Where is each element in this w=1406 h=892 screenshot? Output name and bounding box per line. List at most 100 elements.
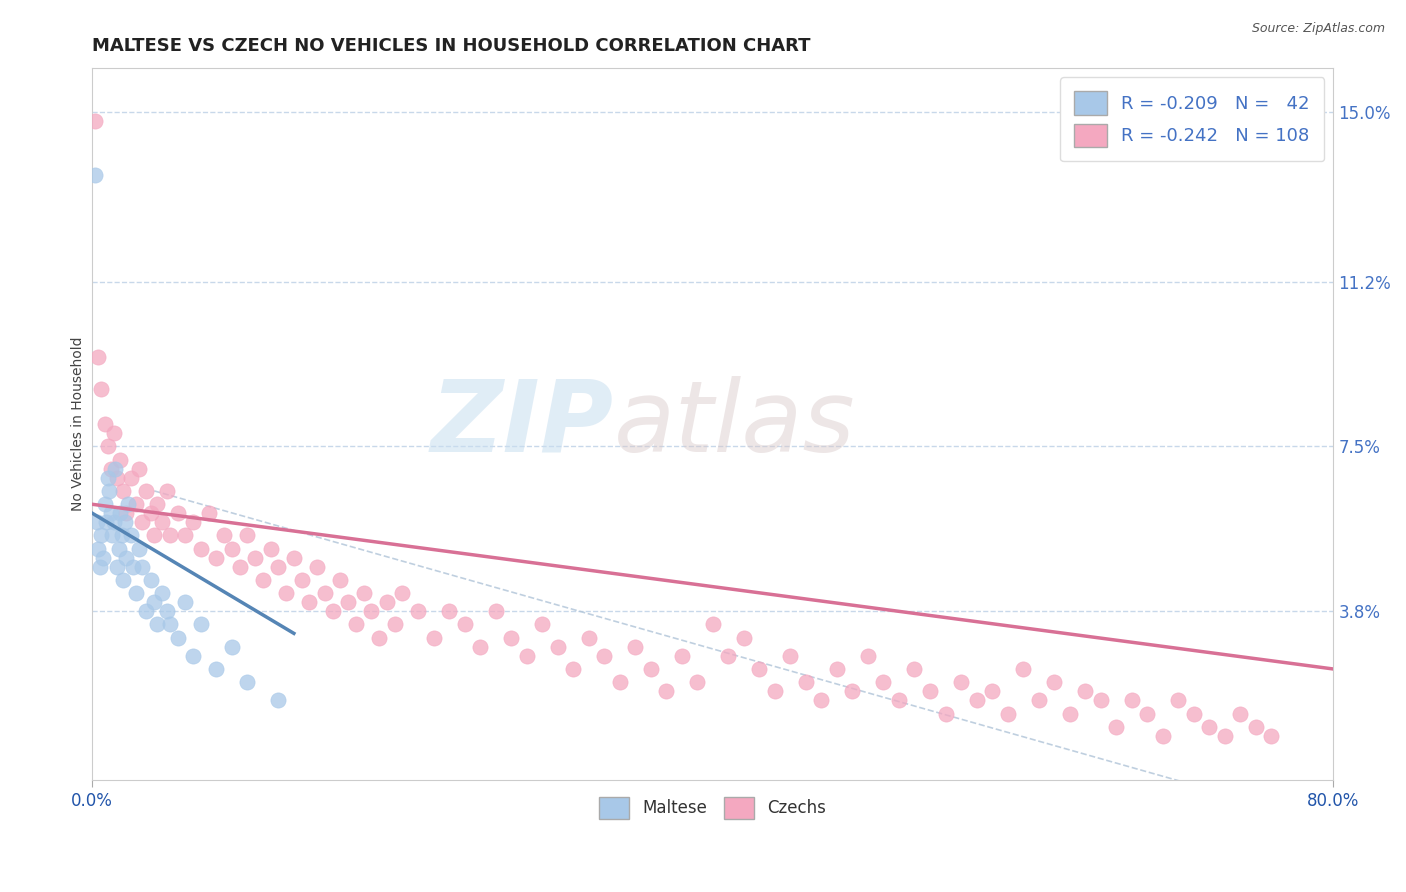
Point: [221, 640, 243, 654]
Point: [236, 675, 259, 690]
Point: [717, 648, 740, 663]
Point: [344, 617, 367, 632]
Point: [181, 515, 204, 529]
Point: [578, 631, 600, 645]
Point: [981, 684, 1004, 698]
Point: [156, 483, 179, 498]
Point: [609, 675, 631, 690]
Point: [872, 675, 894, 690]
Point: [1198, 720, 1220, 734]
Point: [146, 617, 169, 632]
Point: [104, 461, 127, 475]
Point: [97, 439, 120, 453]
Point: [562, 662, 585, 676]
Point: [1012, 662, 1035, 676]
Point: [794, 675, 817, 690]
Point: [91, 550, 114, 565]
Point: [146, 497, 169, 511]
Point: [624, 640, 647, 654]
Point: [121, 559, 143, 574]
Point: [90, 528, 112, 542]
Point: [360, 604, 382, 618]
Point: [966, 693, 988, 707]
Point: [314, 586, 336, 600]
Point: [115, 550, 138, 565]
Point: [887, 693, 910, 707]
Point: [105, 559, 128, 574]
Point: [101, 528, 124, 542]
Point: [384, 617, 406, 632]
Point: [322, 604, 344, 618]
Point: [267, 559, 290, 574]
Point: [228, 559, 250, 574]
Point: [484, 604, 506, 618]
Point: [205, 662, 228, 676]
Point: [103, 515, 125, 529]
Text: Source: ZipAtlas.com: Source: ZipAtlas.com: [1251, 22, 1385, 36]
Point: [655, 684, 678, 698]
Point: [1244, 720, 1267, 734]
Point: [205, 550, 228, 565]
Point: [468, 640, 491, 654]
Point: [276, 586, 298, 600]
Point: [329, 573, 352, 587]
Point: [903, 662, 925, 676]
Point: [841, 684, 863, 698]
Point: [166, 506, 188, 520]
Point: [406, 604, 429, 618]
Point: [856, 648, 879, 663]
Point: [307, 559, 329, 574]
Point: [1028, 693, 1050, 707]
Point: [1090, 693, 1112, 707]
Point: [516, 648, 538, 663]
Point: [143, 595, 166, 609]
Point: [283, 550, 305, 565]
Point: [702, 617, 724, 632]
Point: [368, 631, 391, 645]
Point: [150, 586, 173, 600]
Point: [763, 684, 786, 698]
Point: [243, 550, 266, 565]
Point: [114, 515, 136, 529]
Point: [100, 461, 122, 475]
Point: [1043, 675, 1066, 690]
Point: [1182, 706, 1205, 721]
Point: [190, 541, 212, 556]
Point: [87, 351, 110, 365]
Point: [453, 617, 475, 632]
Point: [1105, 720, 1128, 734]
Point: [135, 483, 157, 498]
Point: [139, 573, 162, 587]
Point: [997, 706, 1019, 721]
Point: [87, 541, 110, 556]
Point: [90, 382, 112, 396]
Point: [748, 662, 770, 676]
Point: [501, 631, 523, 645]
Point: [779, 648, 801, 663]
Legend: Maltese, Czechs: Maltese, Czechs: [592, 790, 832, 825]
Point: [236, 528, 259, 542]
Point: [1136, 706, 1159, 721]
Point: [98, 483, 121, 498]
Point: [422, 631, 444, 645]
Point: [156, 604, 179, 618]
Point: [131, 515, 153, 529]
Point: [124, 586, 146, 600]
Text: MALTESE VS CZECH NO VEHICLES IN HOUSEHOLD CORRELATION CHART: MALTESE VS CZECH NO VEHICLES IN HOUSEHOL…: [93, 37, 811, 55]
Point: [1121, 693, 1143, 707]
Point: [181, 648, 204, 663]
Point: [86, 515, 108, 529]
Point: [337, 595, 360, 609]
Point: [259, 541, 281, 556]
Point: [1167, 693, 1189, 707]
Point: [117, 497, 139, 511]
Point: [100, 506, 122, 520]
Point: [107, 541, 129, 556]
Point: [112, 483, 135, 498]
Point: [93, 417, 115, 431]
Point: [825, 662, 848, 676]
Point: [128, 461, 150, 475]
Point: [115, 506, 138, 520]
Text: atlas: atlas: [613, 376, 855, 473]
Point: [135, 604, 157, 618]
